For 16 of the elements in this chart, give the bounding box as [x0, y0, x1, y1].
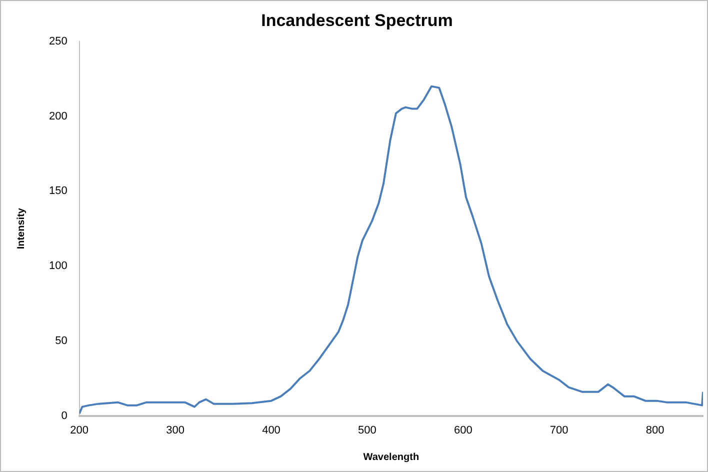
- x-tick-label: 500: [358, 424, 376, 436]
- y-axis-title: Intensity: [16, 208, 27, 250]
- y-tick-label: 50: [55, 334, 68, 347]
- x-tick-label: 400: [262, 424, 280, 436]
- x-tick-label: 700: [550, 424, 568, 436]
- y-tick-label: 100: [48, 260, 68, 272]
- x-tick-label: 800: [646, 424, 664, 436]
- x-tick-label: 200: [70, 424, 89, 436]
- x-tick-label: 300: [166, 424, 184, 436]
- y-tick-label: 200: [48, 110, 68, 122]
- x-tick-label: 600: [454, 424, 472, 436]
- y-tick-label: 0: [61, 410, 68, 422]
- chart-title: Incandescent Spectrum: [261, 10, 453, 30]
- y-tick-label: 150: [48, 185, 68, 198]
- x-axis-title: Wavelength: [363, 452, 420, 463]
- y-tick-label: 250: [48, 35, 68, 48]
